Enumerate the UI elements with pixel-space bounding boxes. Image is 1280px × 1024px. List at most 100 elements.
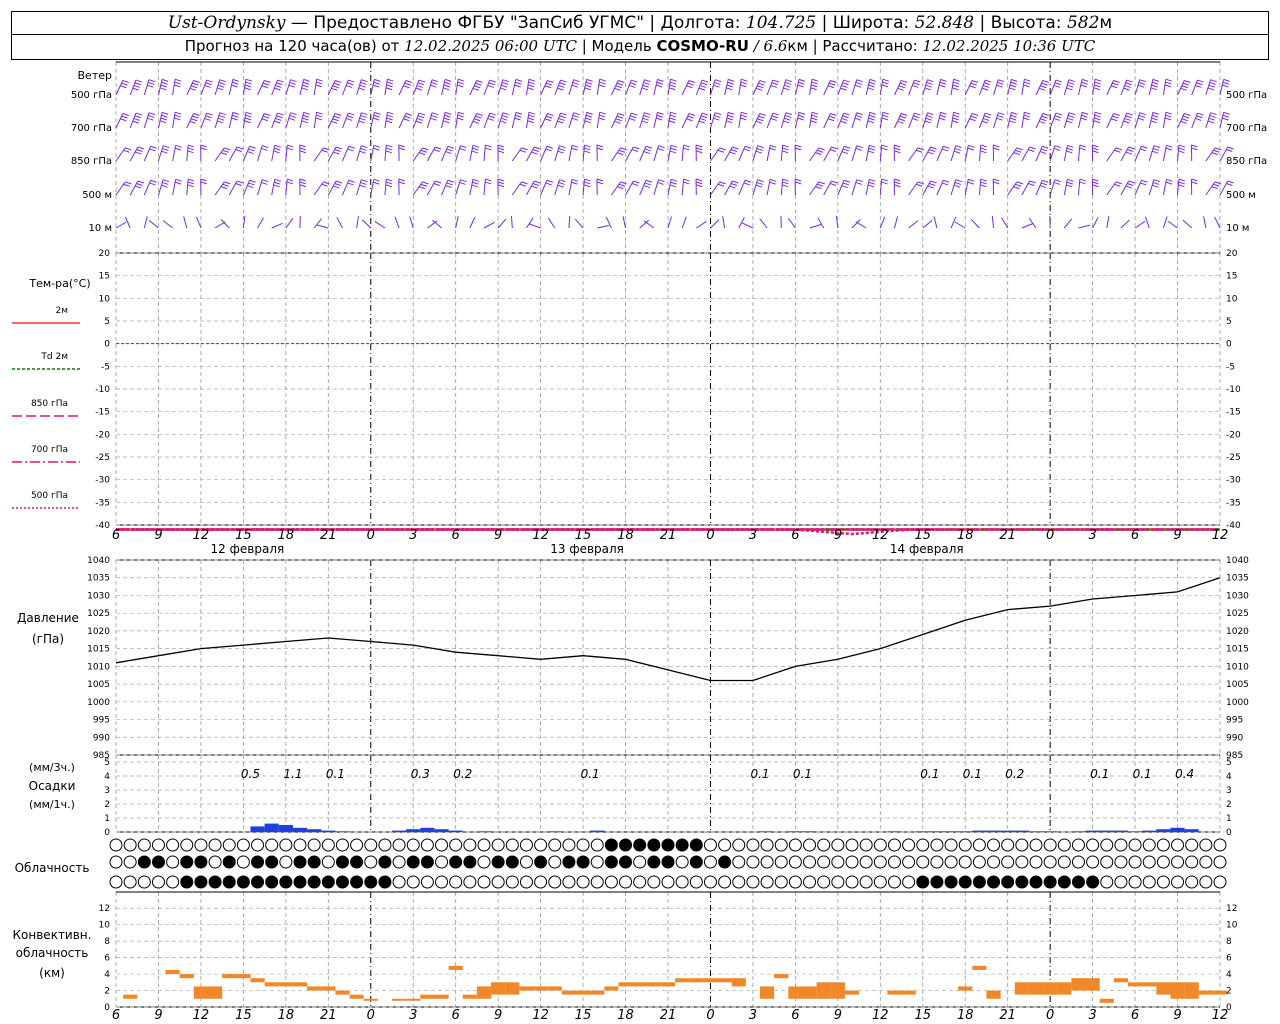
wind-barb-feather (784, 84, 791, 88)
wind-barb-feather (1094, 81, 1101, 85)
wind-barb-feather (643, 151, 650, 155)
pressure-tick-right: 1020 (1226, 627, 1249, 637)
wind-barb-feather (1094, 114, 1101, 118)
precip-3h-label: 0.1 (750, 767, 769, 781)
wind-barb-feather (302, 84, 309, 88)
wind-barb-feather (534, 180, 541, 184)
wind-barb-feather (644, 148, 651, 152)
cloud-cover-symbol (321, 855, 335, 869)
wind-barb-feather (1094, 117, 1101, 121)
wind-barb-feather (422, 181, 429, 185)
wind-barb-feather (361, 145, 368, 149)
wind-barb-feather (245, 81, 252, 85)
wind-barb-feather (418, 112, 426, 116)
wind-barb-feather (856, 112, 863, 116)
wind-barb-feather (783, 120, 790, 124)
wind-barb-feather (657, 181, 664, 185)
wind-barb (710, 219, 720, 229)
wind-barb-feather (385, 120, 393, 124)
wind-barb-feather (924, 87, 932, 91)
wind-barb-feather (1209, 81, 1216, 85)
wind-barb-feather (359, 184, 366, 188)
cloud-cover-symbol (604, 875, 618, 889)
wind-barb-feather (668, 87, 676, 91)
wind-barb-feather (842, 82, 849, 86)
wind-barb (1162, 179, 1167, 196)
wind-barb (752, 179, 759, 196)
wind-barb (195, 216, 202, 229)
wind-barb-feather (811, 78, 819, 82)
precip-bar (1085, 830, 1100, 832)
wind-barb-feather (434, 146, 442, 150)
wind-barb-feather (1024, 111, 1031, 115)
wind-barb-feather (585, 84, 592, 88)
wind-barb-feather (1110, 85, 1118, 89)
wind-barb (991, 216, 995, 229)
wind-barb (1063, 179, 1068, 196)
wind-barb-feather (122, 80, 129, 83)
cloud-cover-symbol (562, 838, 576, 852)
cloud-cover-symbol (958, 855, 972, 869)
cloud-cover-symbol (987, 875, 1001, 889)
wind-barb-feather (1042, 113, 1049, 116)
wind-barb-feather (286, 181, 294, 185)
wind-barb-feather (811, 111, 819, 115)
cloud-cover-symbol (887, 838, 901, 852)
temp-tick-left: 0 (104, 340, 110, 350)
cloud-cover-symbol (803, 875, 817, 889)
wind-barb (1205, 79, 1212, 96)
wind-barb (879, 179, 883, 196)
wind-barb-feather (1009, 120, 1016, 124)
wind-barb-feather (1223, 78, 1230, 82)
wind-barb-feather (559, 145, 566, 149)
latitude-label: | Широта: (816, 13, 915, 33)
cloud-cover-symbol (1071, 838, 1085, 852)
cloud-cover-symbol (1213, 855, 1227, 869)
wind-barb-feather (740, 114, 747, 118)
wind-barb-feather (940, 111, 947, 115)
pressure-tick-left: 1010 (87, 662, 110, 672)
wind-barb-feather (829, 82, 836, 86)
wind-barb-feather (488, 115, 495, 119)
wind-barb-feather (231, 117, 238, 121)
wind-barb-feather (444, 111, 452, 115)
wind-level-label: 700 гПа (71, 123, 112, 134)
wind-barb-feather (983, 115, 991, 119)
wind-barb-feather (843, 79, 850, 83)
precip-bar (760, 831, 775, 832)
time-tick-label: 6 (112, 528, 120, 543)
wind-barb-feather (360, 114, 367, 118)
wind-barb-feather (460, 179, 467, 183)
wind-barb (780, 179, 784, 196)
wind-barb-feather (855, 81, 862, 85)
cloud-cover-symbol (463, 855, 477, 869)
wind-barb-feather (841, 117, 848, 121)
cloud-cover-symbol (647, 855, 661, 869)
wind-barb-feather (1227, 180, 1234, 184)
cloud-cover-symbol (491, 838, 505, 852)
wind-barb-feather (135, 79, 143, 83)
wind-barb-feather (161, 114, 168, 118)
wind-barb (526, 217, 534, 229)
wind-barb-feather (927, 79, 934, 83)
cloud-cover-symbol (350, 875, 364, 889)
wind-barb-feather (616, 82, 624, 86)
temp-title: Тем-ра(°C) (28, 277, 90, 290)
wind-barb (271, 145, 276, 162)
wind-barb-feather (190, 118, 198, 122)
time-tick-label: 0 (1046, 528, 1054, 543)
wind-barb-feather (147, 81, 155, 85)
pressure-tick-left: 1040 (87, 556, 110, 566)
wind-barb-feather (302, 117, 309, 121)
time-tick-label: 9 (1173, 528, 1181, 543)
wind-barb (483, 179, 486, 196)
wind-barb-feather (222, 183, 229, 187)
wind-barb (455, 112, 459, 129)
wind-barb (1134, 79, 1141, 96)
cloud-cover-symbol (1001, 838, 1015, 852)
wind-barb-feather (476, 80, 483, 83)
wind-barb-feather (856, 79, 863, 83)
wind-barb-feather (783, 87, 790, 91)
wind-barb-feather (939, 114, 947, 118)
wind-barb (817, 217, 825, 229)
